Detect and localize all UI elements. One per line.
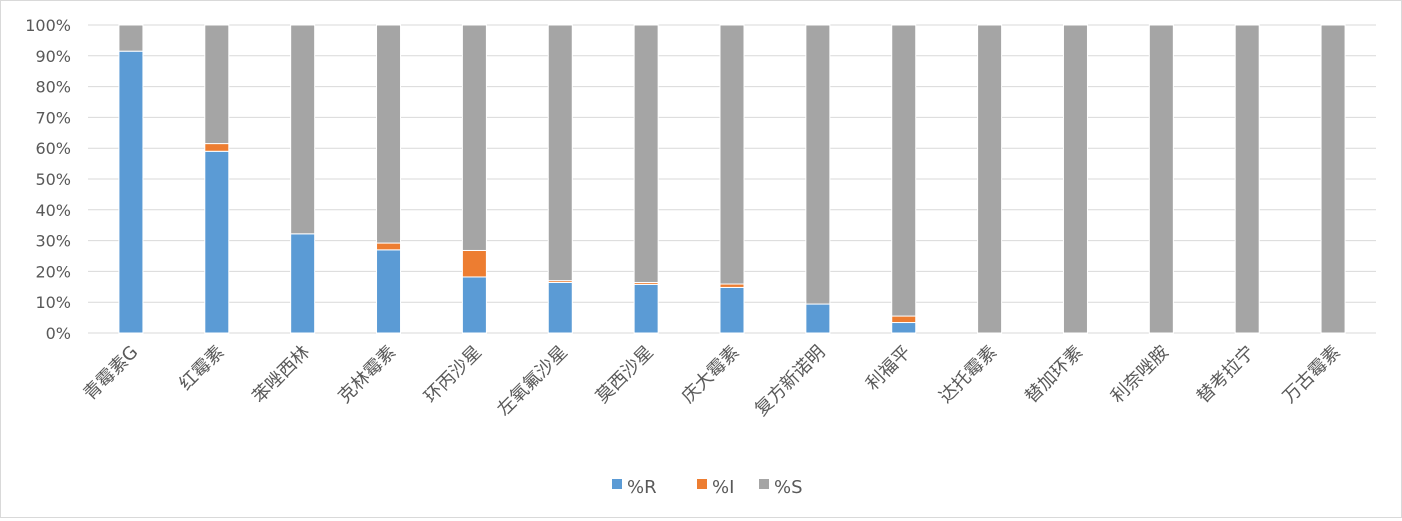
x-tick-label: 左氧氟沙星	[493, 342, 571, 420]
x-tick-label: 替加环素	[1021, 342, 1087, 408]
legend-swatch	[612, 479, 622, 489]
bar-segment	[204, 150, 230, 334]
bar-segment	[719, 283, 745, 288]
bar-segment	[290, 24, 316, 235]
bar-segment	[376, 249, 402, 334]
bar-segment	[461, 276, 487, 334]
x-tick-label: 环丙沙星	[420, 342, 486, 408]
y-tick-label: 70%	[35, 108, 71, 127]
x-tick-label: 红霉素	[175, 342, 228, 395]
x-axis: 青霉素G 红霉素 苯唑西林 克林霉素 环丙沙星 左氧氟沙星 莫西沙星 庆大霉素 复方新诺明 利福平…	[80, 342, 1345, 420]
y-axis: 0% 10% 20% 30% 40% 50% 60% 70% 80% 90% 100%	[25, 16, 71, 343]
x-tick-label: 复方新诺明	[751, 342, 829, 420]
bar-segment	[1320, 24, 1346, 334]
x-tick-label: 万古霉素	[1279, 342, 1345, 408]
x-tick-label: 利福平	[862, 342, 915, 395]
legend-swatch	[759, 479, 769, 489]
x-tick-label: 克林霉素	[334, 342, 400, 408]
x-tick-label: 替考拉宁	[1193, 342, 1259, 408]
bar-segment	[204, 143, 230, 152]
bar-segment	[805, 303, 831, 334]
legend-swatch	[697, 479, 707, 489]
bar-segment	[1148, 24, 1174, 334]
y-tick-label: 10%	[35, 293, 71, 312]
bar-segment	[204, 24, 230, 145]
bar-segment	[633, 283, 659, 334]
x-tick-label: 利奈唑胺	[1107, 342, 1173, 408]
y-tick-label: 0%	[46, 324, 71, 343]
y-tick-label: 50%	[35, 170, 71, 189]
y-tick-label: 90%	[35, 47, 71, 66]
bar-segment	[461, 249, 487, 278]
bar-segment	[977, 24, 1003, 334]
bar-segment	[891, 315, 917, 324]
bar-segment	[891, 322, 917, 334]
legend-label: %S	[774, 477, 803, 498]
x-tick-label: 庆大霉素	[678, 342, 744, 408]
y-tick-label: 20%	[35, 262, 71, 281]
x-tick-label: 莫西沙星	[592, 342, 658, 408]
y-tick-label: 60%	[35, 139, 71, 158]
y-tick-label: 30%	[35, 232, 71, 251]
bar-segment	[547, 281, 573, 334]
bar-segment	[461, 24, 487, 251]
bar-segment	[891, 24, 917, 317]
bar-segment	[1234, 24, 1260, 334]
x-tick-label: 苯唑西林	[248, 342, 314, 408]
legend-label: %I	[712, 477, 734, 498]
bar-segment	[719, 286, 745, 334]
y-tick-label: 100%	[25, 16, 71, 35]
bar-segment	[805, 24, 831, 305]
y-tick-label: 80%	[35, 78, 71, 97]
bar-segment	[376, 24, 402, 244]
bar-segment	[633, 24, 659, 283]
x-tick-label: 青霉素G	[80, 342, 143, 405]
bars	[118, 24, 1346, 334]
bar-segment	[290, 233, 316, 334]
x-tick-label: 达托霉素	[935, 342, 1001, 408]
bar-segment	[547, 24, 573, 282]
y-tick-label: 40%	[35, 201, 71, 220]
legend-label: %R	[627, 477, 657, 498]
bar-segment	[376, 242, 402, 251]
bar-segment	[1062, 24, 1088, 334]
legend: %R %I %S	[612, 477, 803, 498]
bar-segment	[719, 24, 745, 285]
bar-segment	[118, 50, 144, 334]
bar-segment	[118, 24, 144, 52]
